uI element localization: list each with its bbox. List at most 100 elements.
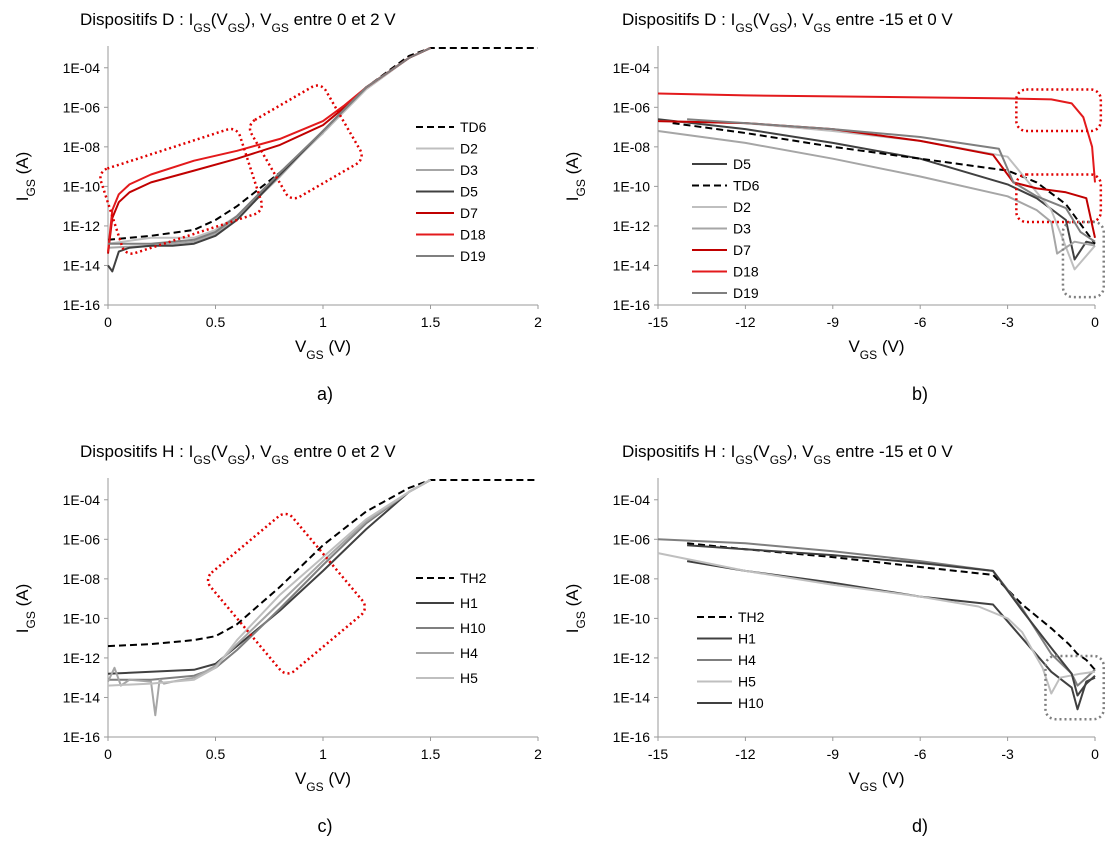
x-tick-label: -6 [914,314,927,330]
y-tick-label: 1E-12 [613,218,651,234]
series-line-D7 [657,120,1096,239]
legend-label: TH2 [738,609,765,625]
legend-label: H10 [738,695,764,711]
series-line-H4 [657,538,1096,687]
y-tick-label: 1E-06 [613,99,651,115]
legend-label: TD6 [460,119,487,135]
y-tick-label: 1E-08 [63,571,101,587]
x-tick-label: -15 [648,746,668,762]
y-tick-label: 1E-14 [63,257,101,273]
legend-label: D3 [460,162,478,178]
legend-label: D7 [733,242,751,258]
y-tick-label: 1E-10 [613,610,651,626]
panel-caption: d) [912,816,928,836]
panel-c: Dispositifs H : IGS(VGS), VGS entre 0 et… [13,442,542,836]
x-tick-label: -3 [1001,746,1014,762]
y-tick-label: 1E-06 [63,531,101,547]
y-axis-label: IGS (A) [563,152,588,201]
panel-title: Dispositifs H : IGS(VGS), VGS entre 0 et… [80,442,396,467]
highlight-box [206,512,367,675]
legend-label: D5 [733,156,751,172]
highlight-box [1015,173,1103,224]
series-line-D19 [687,118,1096,243]
legend-label: H5 [738,674,756,690]
series-line-H1 [686,560,1096,711]
y-tick-label: 1E-10 [63,610,101,626]
legend-label: D3 [733,221,751,237]
x-tick-label: 0 [104,314,112,330]
x-tick-label: -3 [1001,314,1014,330]
y-tick-label: 1E-16 [613,297,651,313]
series-line-D5 [657,118,1096,261]
y-tick-label: 1E-14 [63,689,101,705]
x-tick-label: 1.5 [421,746,441,762]
highlight-box [99,127,264,255]
x-tick-label: 1.5 [421,314,441,330]
y-tick-label: 1E-04 [63,492,101,508]
y-tick-label: 1E-12 [613,650,651,666]
y-tick-label: 1E-04 [63,60,101,76]
x-tick-label: -6 [914,746,927,762]
y-tick-label: 1E-08 [613,571,651,587]
x-tick-label: 0 [1091,746,1099,762]
x-tick-label: 1 [319,314,327,330]
legend-label: H4 [460,645,478,661]
legend-label: H4 [738,652,756,668]
y-tick-label: 1E-06 [63,99,101,115]
x-axis-label: VGS (V) [295,337,351,362]
panel-a: Dispositifs D : IGS(VGS), VGS entre 0 et… [13,10,542,404]
panel-caption: a) [317,384,333,404]
x-tick-label: 0.5 [206,746,226,762]
legend-label: D2 [460,141,478,157]
series-line-D19 [108,47,431,245]
highlight-box [1015,88,1103,133]
series-line-H5 [107,479,431,687]
x-tick-label: -12 [735,746,755,762]
series-line-H10 [687,544,1096,697]
y-tick-label: 1E-10 [613,178,651,194]
series-line-TD6 [672,122,1096,245]
y-tick-label: 1E-06 [613,531,651,547]
x-axis-label: VGS (V) [848,337,904,362]
legend-label: TH2 [460,570,487,586]
y-tick-label: 1E-16 [613,729,651,745]
legend-label: TD6 [733,178,760,194]
legend-label: H10 [460,620,486,636]
y-axis-label: IGS (A) [13,584,38,633]
y-tick-label: 1E-10 [63,178,101,194]
legend-label: D18 [460,227,486,243]
y-tick-label: 1E-04 [613,492,651,508]
x-tick-label: -15 [648,314,668,330]
legend-label: D5 [460,184,478,200]
legend-label: H5 [460,670,478,686]
x-tick-label: -9 [827,314,840,330]
y-tick-label: 1E-16 [63,729,101,745]
series-line-H5 [657,552,1096,695]
x-tick-label: 0.5 [206,314,226,330]
x-tick-label: -12 [735,314,755,330]
panel-title: Dispositifs D : IGS(VGS), VGS entre -15 … [622,10,953,35]
panel-b: Dispositifs D : IGS(VGS), VGS entre -15 … [563,10,1105,404]
x-tick-label: 1 [319,746,327,762]
highlight-box [248,84,363,200]
legend-label: H1 [738,631,756,647]
legend-label: D2 [733,199,751,215]
panel-caption: b) [912,384,928,404]
legend-label: D7 [460,205,478,221]
legend-label: D19 [460,248,486,264]
panel-caption: c) [318,816,333,836]
series-line-TH2 [107,479,538,648]
x-axis-label: VGS (V) [295,769,351,794]
highlight-box [1061,220,1105,299]
y-tick-label: 1E-16 [63,297,101,313]
y-axis-label: IGS (A) [13,152,38,201]
panel-title: Dispositifs H : IGS(VGS), VGS entre -15 … [622,442,953,467]
y-tick-label: 1E-04 [613,60,651,76]
x-tick-label: 0 [1091,314,1099,330]
x-tick-label: 2 [534,746,542,762]
y-tick-label: 1E-08 [613,139,651,155]
legend-label: D18 [733,264,759,280]
y-tick-label: 1E-08 [63,139,101,155]
series-line-D18 [657,92,1096,183]
